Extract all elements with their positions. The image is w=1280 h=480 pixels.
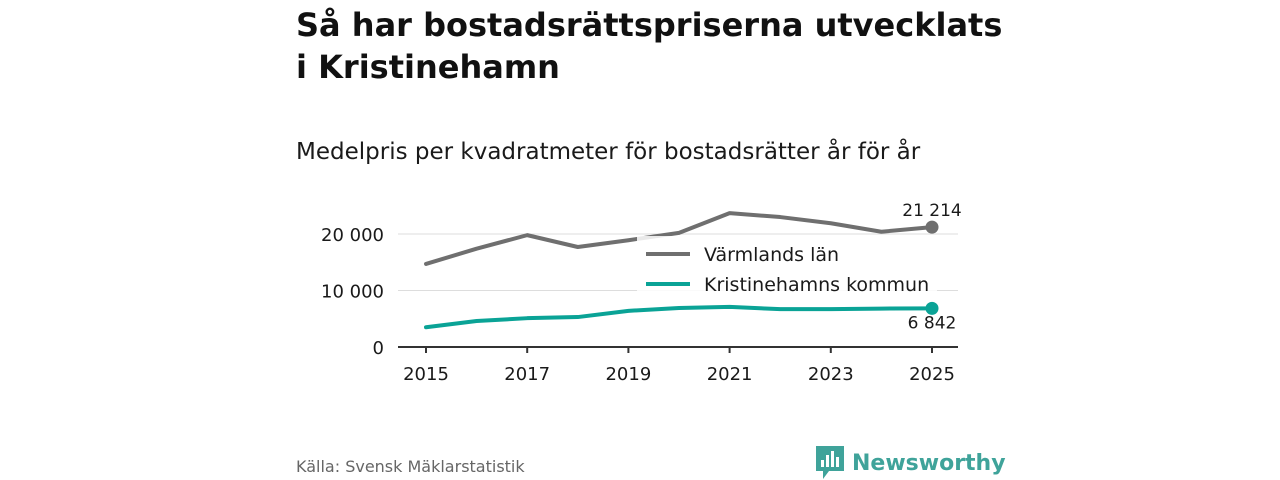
end-label-varmlands-lan: 21 214	[902, 201, 961, 221]
series-varmlands-lan-end-point	[925, 220, 939, 234]
x-tick-label: 2021	[707, 364, 753, 385]
x-tick-label: 2017	[504, 364, 550, 385]
y-tick-label: 10 000	[321, 282, 384, 303]
y-tick-label: 20 000	[321, 225, 384, 246]
brand-logo[interactable]: Newsworthy	[816, 446, 1006, 480]
series-varmlands-lan-line	[424, 211, 934, 266]
series-layer	[424, 211, 939, 330]
x-tick-label: 2023	[808, 364, 854, 385]
series-kristinehamns-kommun-line	[424, 304, 934, 330]
x-tick-label: 2019	[605, 364, 651, 385]
series-kristinehamns-kommun-end-point	[925, 301, 939, 315]
legend-label: Kristinehamns kommun	[704, 274, 929, 296]
brand-name: Newsworthy	[852, 450, 1006, 476]
legend: Värmlands län Kristinehamns kommun	[637, 236, 937, 298]
chart-subtitle: Medelpris per kvadratmeter för bostadsrä…	[296, 139, 921, 165]
y-tick-label: 0	[373, 338, 384, 359]
newsworthy-logo-icon	[816, 446, 844, 479]
end-label-kristinehamns-kommun: 6 842	[908, 313, 957, 333]
x-tick-label: 2025	[909, 364, 955, 385]
legend-label: Värmlands län	[704, 244, 839, 266]
source-note: Källa: Svensk Mäklarstatistik	[296, 457, 525, 476]
chart-title: Så har bostadsrättspriserna utvecklats i…	[296, 6, 1003, 86]
x-tick-label: 2015	[403, 364, 449, 385]
label-layer: 0 10 000 20 000 2015 2017 2019 2021 2023 2025 Vär…	[321, 201, 962, 385]
legend-background	[637, 236, 937, 298]
